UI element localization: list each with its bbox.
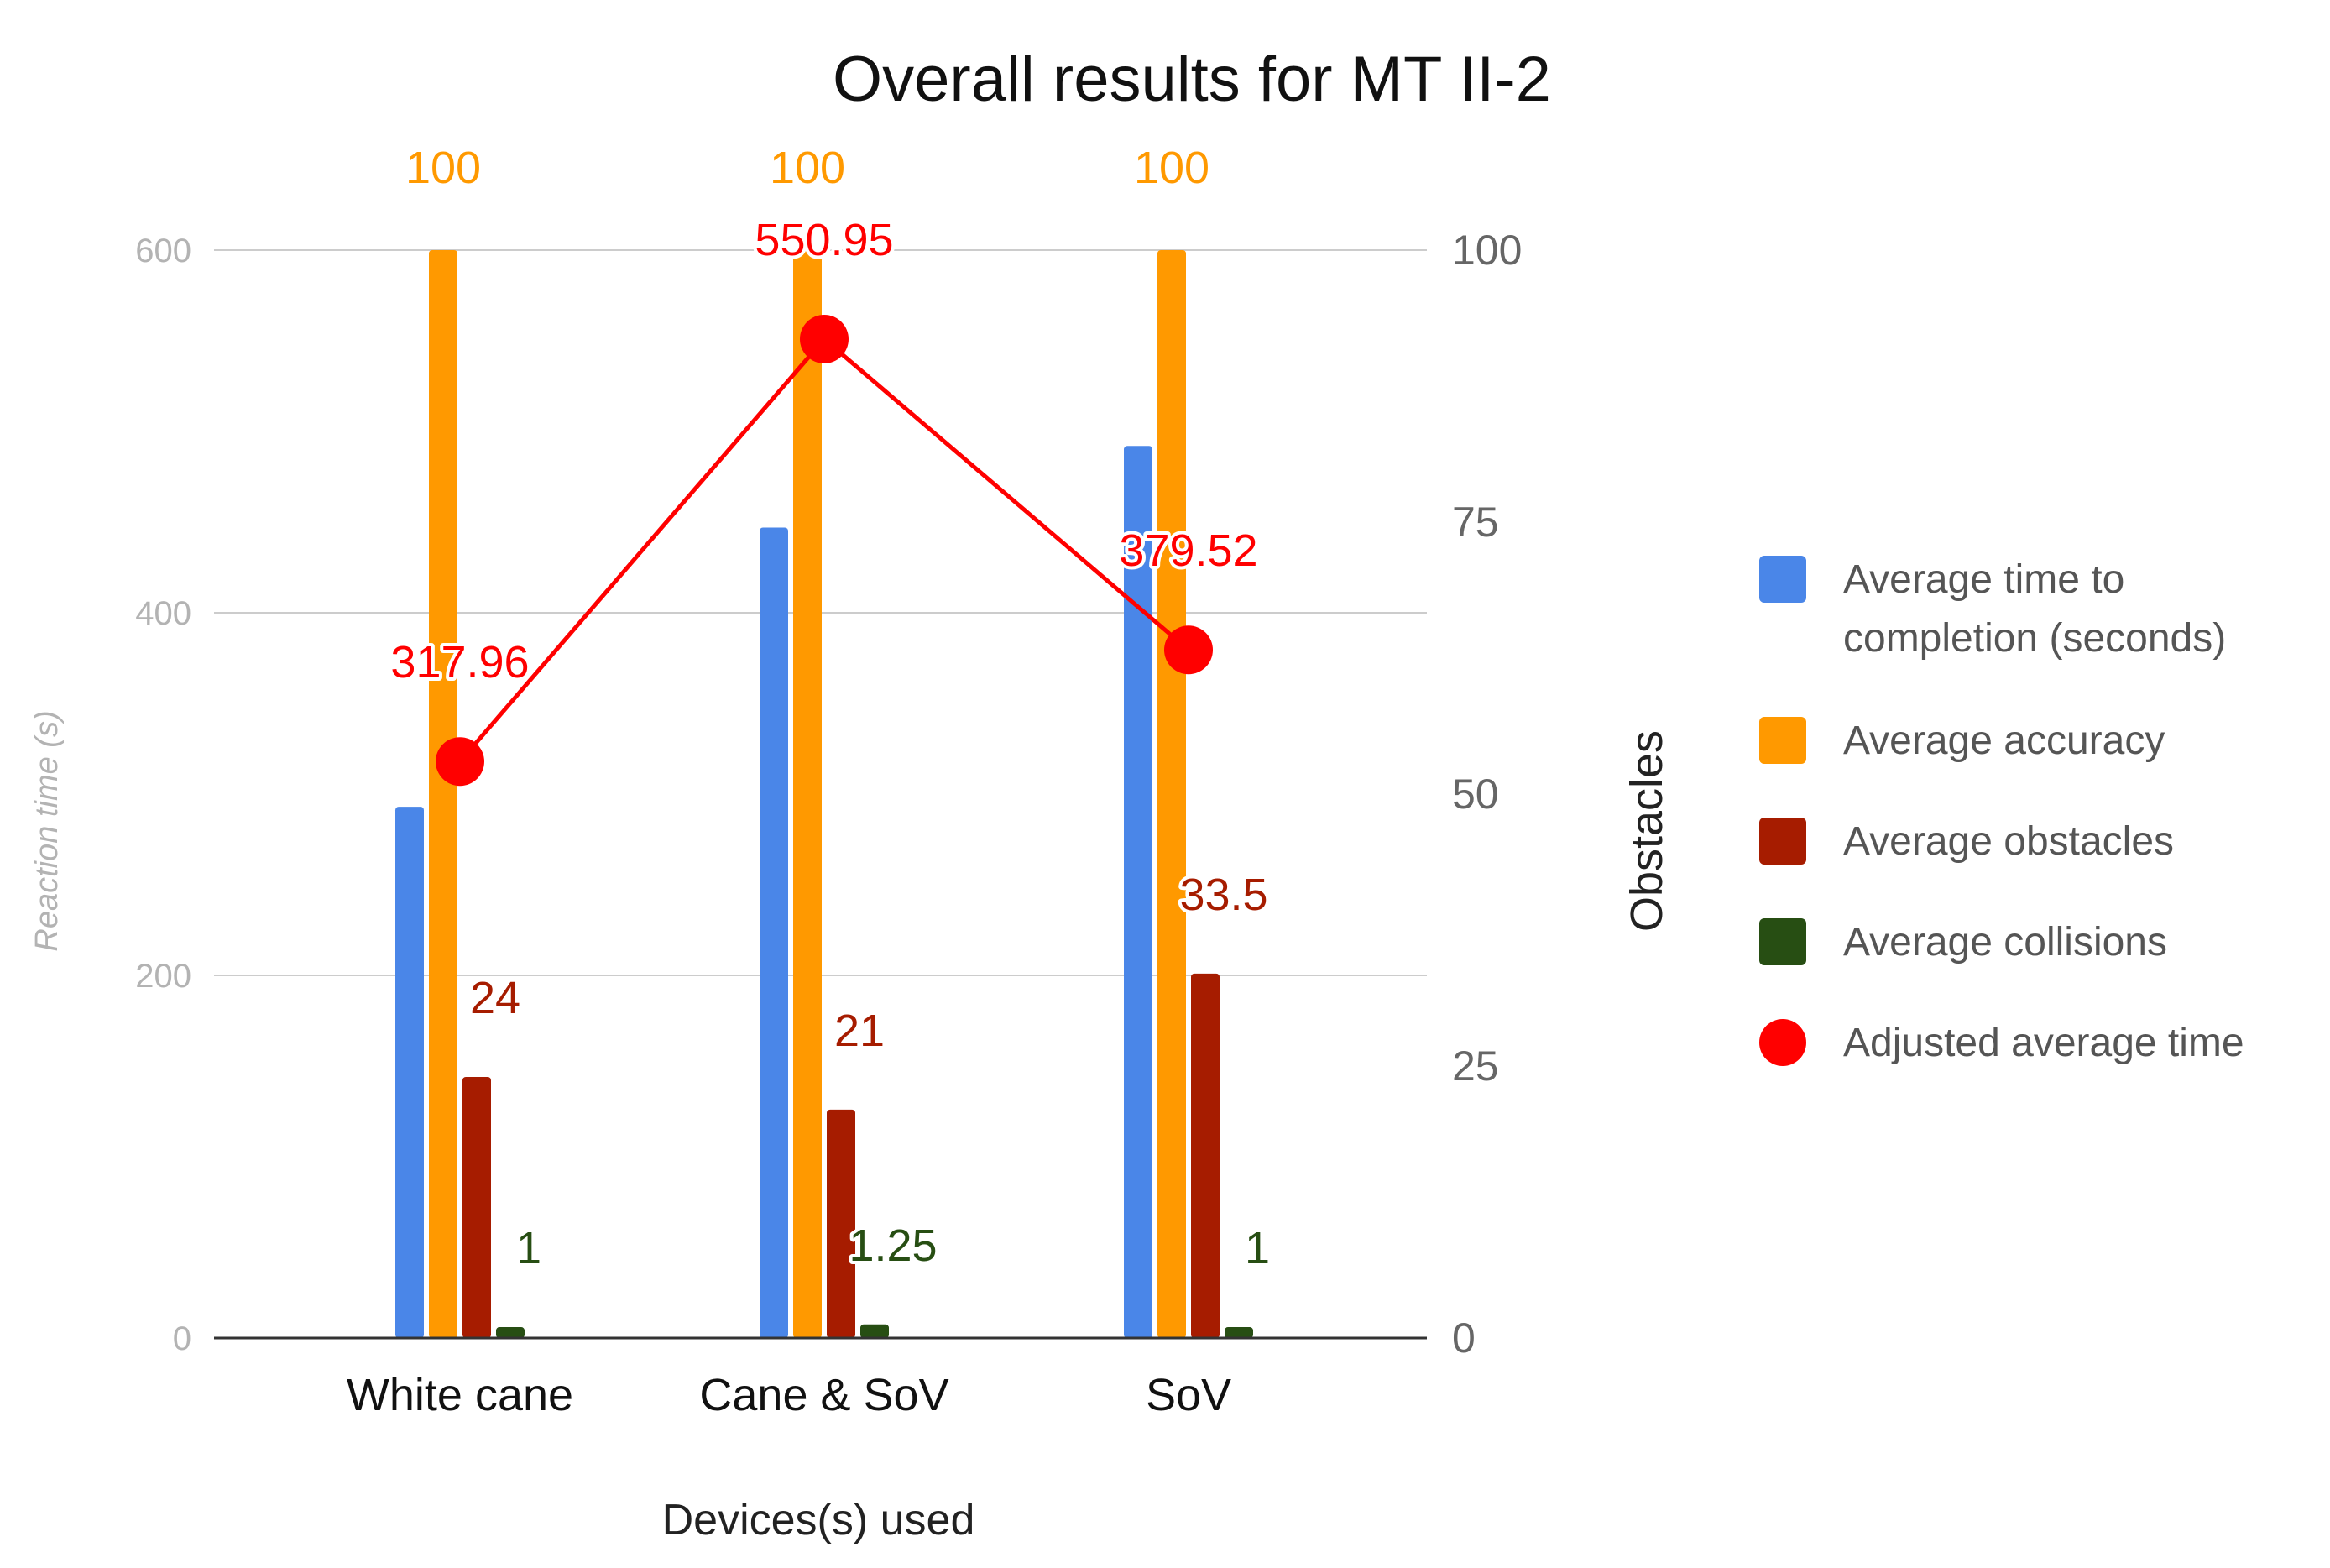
- legend-swatch: [1759, 918, 1806, 965]
- legend: Average time to completion (seconds) Avera…: [1759, 556, 2244, 1066]
- left-tick-label: 200: [135, 958, 191, 995]
- x-axis-title: Devices(s) used: [662, 1496, 975, 1544]
- chart-title: Overall results for MT II-2: [833, 44, 1551, 115]
- data-label: 1: [1245, 1223, 1270, 1273]
- legend-swatch: [1759, 556, 1806, 603]
- adjusted-time-point: [800, 314, 849, 363]
- legend-swatch: [1759, 717, 1806, 764]
- data-label: 1.25: [849, 1220, 937, 1271]
- data-labels: 100 24 1 100 21 1.25 100 33.5 1 317.96 550.95 379.5…: [387, 139, 1273, 1277]
- right-tick-label: 50: [1452, 771, 1499, 818]
- data-label: 1: [516, 1223, 541, 1273]
- bar-average-accuracy: [429, 250, 457, 1338]
- right-axis-title: Obstacles: [1622, 730, 1672, 932]
- category-labels: White cane Cane & SoV SoV: [347, 1370, 1231, 1420]
- bar-average-time-to-completion-seconds: [395, 807, 424, 1338]
- bar-average-time-to-completion-seconds: [760, 527, 788, 1338]
- legend-marker: [1759, 1019, 1806, 1066]
- bar-average-collisions: [860, 1324, 889, 1338]
- category-label: SoV: [1146, 1370, 1231, 1420]
- legend-label: Adjusted average time: [1843, 1021, 2244, 1065]
- bar-average-obstacles: [827, 1109, 855, 1338]
- data-label: 550.95: [755, 215, 893, 265]
- left-tick-label: 400: [135, 595, 191, 632]
- bar-average-time-to-completion-seconds: [1124, 446, 1152, 1338]
- right-tick-label: 25: [1452, 1043, 1499, 1090]
- adjusted-time-point: [436, 737, 484, 787]
- left-tick-label: 0: [173, 1320, 191, 1357]
- bar-average-accuracy: [1157, 250, 1186, 1338]
- data-label: 379.52: [1119, 525, 1257, 576]
- data-label: 21: [834, 1006, 885, 1056]
- right-tick-label: 75: [1452, 499, 1499, 546]
- bar-average-accuracy: [793, 250, 822, 1338]
- data-label: 317.96: [390, 637, 529, 687]
- bar-average-collisions: [496, 1327, 525, 1338]
- bar-average-obstacles: [462, 1076, 491, 1338]
- left-axis-ticks: 0 200 400 600: [135, 233, 191, 1357]
- adjusted-time-point: [1164, 625, 1213, 675]
- legend-label: Average collisions: [1843, 920, 2167, 964]
- legend-label: Average obstacles: [1843, 819, 2174, 864]
- data-label: 100: [405, 143, 481, 193]
- right-tick-label: 0: [1452, 1315, 1476, 1362]
- data-label: 33.5: [1179, 870, 1267, 920]
- bars: [395, 250, 1253, 1338]
- data-label: 24: [470, 973, 520, 1023]
- data-label: 100: [1134, 143, 1209, 193]
- data-label: 100: [770, 143, 845, 193]
- right-tick-label: 100: [1452, 227, 1522, 274]
- left-tick-label: 600: [135, 233, 191, 269]
- category-label: White cane: [347, 1370, 573, 1420]
- right-axis-ticks: 0 25 50 75 100: [1452, 227, 1522, 1362]
- legend-label: completion (seconds): [1843, 616, 2226, 661]
- legend-label: Average accuracy: [1843, 719, 2165, 763]
- legend-swatch: [1759, 818, 1806, 865]
- bar-average-collisions: [1225, 1327, 1253, 1338]
- adjusted-time-line: [436, 314, 1213, 787]
- adjusted-time-polyline: [458, 336, 1190, 763]
- category-label: Cane & SoV: [699, 1370, 948, 1420]
- left-axis-title: Reaction time (s): [29, 710, 65, 951]
- legend-label: Average time to: [1843, 557, 2124, 602]
- bar-average-obstacles: [1191, 973, 1220, 1338]
